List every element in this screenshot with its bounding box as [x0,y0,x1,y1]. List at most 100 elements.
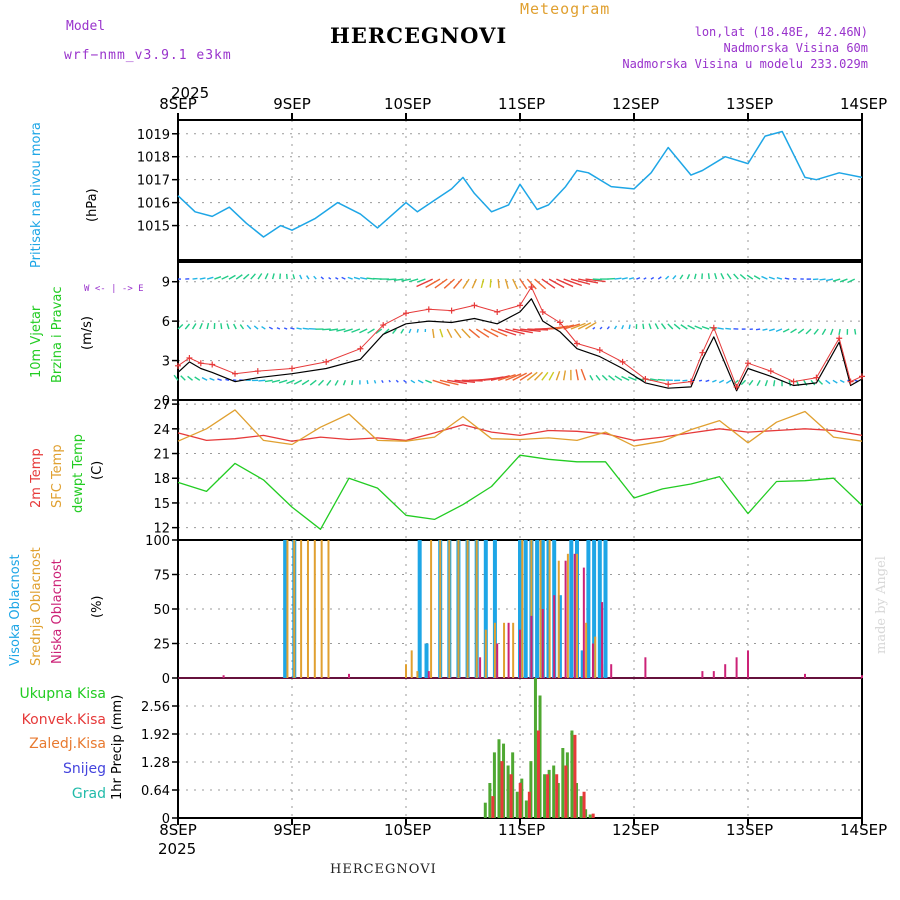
wind-vector [342,380,347,386]
low-cloud-bar [747,650,749,678]
wind-vector [278,379,288,384]
wind-vector [194,376,201,381]
wind-vector [817,379,824,385]
wind-vector [309,379,317,386]
wind-vector [257,273,263,280]
gust-marker [699,349,706,356]
convective-rain-bar [573,734,577,818]
wind-vector [839,278,848,283]
pressure-line [177,130,863,238]
wind-vector [296,327,302,330]
mid-cloud-bar [439,540,442,678]
low-cloud-bar [724,664,727,678]
wind-vector [613,325,618,330]
wind-vector [580,368,587,381]
convective-rain-bar [591,813,595,818]
wind-vector [497,374,516,381]
mid-cloud-bar [327,540,330,678]
high-cloud-bar [283,540,288,678]
total-rain-bar [488,783,492,818]
wind-vector [665,275,670,280]
wind-vector [654,323,659,330]
wind-vector [746,274,754,280]
wind-vector [395,379,399,383]
wind-vector [548,278,565,289]
total-rain-bar [524,800,528,818]
wind-vector [271,379,281,383]
date-label: 14SEP [840,821,888,839]
wind-vector [519,278,528,290]
mid-cloud-bar [512,622,515,678]
wind-vector [761,275,768,280]
wind-vector [410,379,416,384]
wind-vector [838,328,841,336]
mid-cloud-bar [306,540,309,678]
wind-vector [235,274,243,280]
mid-cloud-bar [286,540,289,678]
wind-vector [687,324,695,330]
date-label: 8SEP [159,821,197,839]
mid-cloud-bar [475,540,478,678]
wind-vector [614,277,622,280]
wind-vector [504,278,509,289]
wind-vector [673,323,681,330]
low-cloud-bar [479,657,482,678]
gust-marker [380,322,387,329]
low-cloud-bar [541,609,544,678]
high-cloud-bar [518,540,522,678]
y-tick-label: 2.56 [141,700,170,715]
wind-vector [642,323,645,330]
date-label: 12SEP [612,95,660,113]
wind-vector [733,379,739,385]
legend-total-rain: Ukupna Kisa [19,686,106,702]
wind-vector [701,325,710,330]
low-cloud-bar [735,657,738,678]
wind-vector [563,323,581,330]
gust-marker [323,358,330,365]
low-cloud-bar [591,643,594,678]
wind-vector [839,379,845,383]
wind-vector [621,375,630,381]
wind-vector [206,322,210,330]
year-top: 2025 [171,84,210,102]
wind-vector [453,328,462,339]
wind-vector [698,379,703,382]
wind-vector [614,375,623,381]
mid-cloud-bar [313,540,316,678]
wind-vector [334,379,339,386]
gust-marker [471,302,478,309]
wind-vector [403,379,407,384]
station-title: HERCEGNOVI [330,23,508,48]
wind-vector [733,273,739,280]
wind-vector [301,379,310,386]
y-tick-label: 0 [162,672,170,687]
low-cloud-bar [496,643,499,678]
wind-vector [336,328,346,332]
gust-marker [403,310,409,317]
total-rain-bar [584,809,588,818]
wind-vector [306,275,310,280]
y-tick-label: 1015 [137,220,170,235]
wind-vector [657,276,662,280]
gust-marker [813,374,820,381]
wind-vector [214,276,222,280]
wind-vector [810,379,816,386]
convective-rain-bar [509,774,513,818]
total-rain-bar [506,765,510,818]
high-cloud-bar [483,540,488,678]
wind-vector [643,277,647,280]
gust-marker [528,283,535,290]
wind-vector [788,380,792,387]
wind-vector [264,379,273,383]
high-cloud-bar [580,650,585,678]
wind-vector [775,328,783,333]
wind-vector [592,326,596,330]
total-rain-bar [565,752,569,818]
wind-vector [577,322,592,330]
wind-vector [714,273,718,280]
wind-vector [454,379,476,383]
wind-vector [756,379,761,387]
date-label: 13SEP [726,95,774,113]
wind-vector [392,328,397,334]
wind-vector [258,379,266,382]
